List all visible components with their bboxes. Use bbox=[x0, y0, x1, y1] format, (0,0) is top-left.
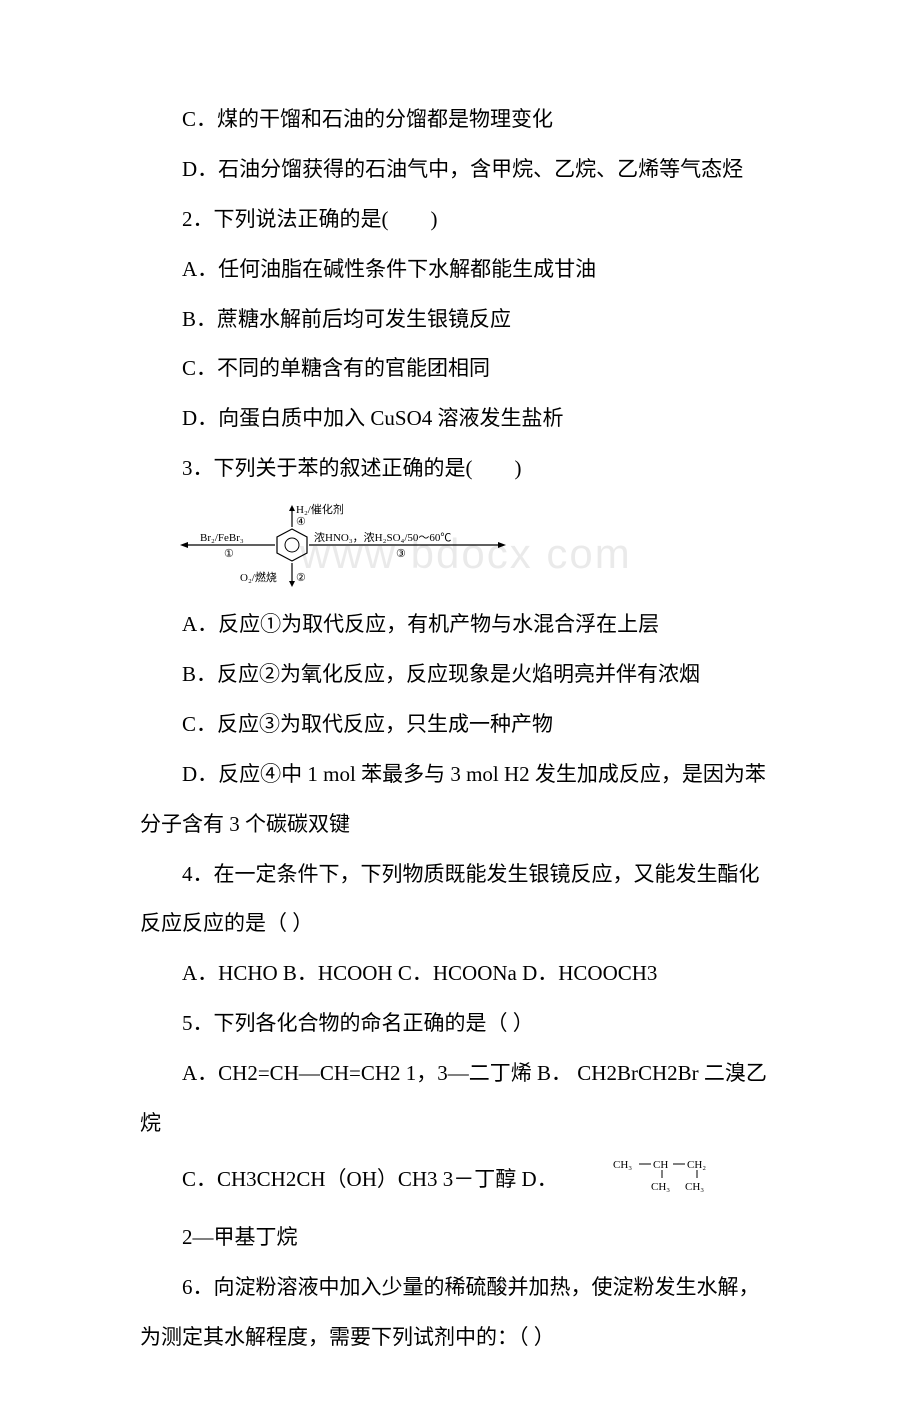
q2-option-c: C．不同的单糖含有的官能团相同 bbox=[140, 349, 800, 389]
q5-options-ab-part2: 烷 bbox=[140, 1104, 800, 1144]
formula-line1-left: CH₃ bbox=[613, 1159, 632, 1171]
benzene-reaction-diagram: H₂/催化剂 ④ Br₂/FeBr₃ ① 浓HNO₃，浓H₂SO₄/50～60℃… bbox=[172, 499, 800, 591]
q4-options: A．HCHO B．HCOOH C．HCOONa D．HCOOCH3 bbox=[140, 954, 800, 994]
structural-formula-d: CH₃ CH CH₂ CH₃ CH₃ bbox=[569, 1154, 721, 1208]
diagram-top-label: H₂/催化剂 bbox=[296, 502, 344, 516]
diagram-right-num: ③ bbox=[396, 548, 406, 560]
q5-stem: 5．下列各化合物的命名正确的是（ ） bbox=[140, 1004, 800, 1044]
diagram-left-num: ① bbox=[224, 548, 234, 560]
q3-option-d-part1: D．反应④中 1 mol 苯最多与 3 mol H2 发生加成反应，是因为苯 bbox=[140, 755, 800, 795]
q5-option-cd: C．CH3CH2CH（OH）CH3 3－丁醇 D． CH₃ CH CH₂ CH₃… bbox=[140, 1154, 800, 1208]
q2-option-b: B．蔗糖水解前后均可发生银镜反应 bbox=[140, 300, 800, 340]
diagram-bottom-num: ② bbox=[296, 572, 306, 584]
q3-option-a: A．反应①为取代反应，有机产物与水混合浮在上层 bbox=[140, 605, 800, 645]
q3-option-b: B．反应②为氧化反应，反应现象是火焰明亮并伴有浓烟 bbox=[140, 655, 800, 695]
q5-options-ab-part1: A．CH2=CH—CH=CH2 1，3—二丁烯 B． CH2BrCH2Br 二溴… bbox=[140, 1054, 800, 1094]
q5-option-d-name: 2—甲基丁烷 bbox=[140, 1218, 800, 1258]
diagram-bottom-label: O₂/燃烧 bbox=[240, 570, 277, 584]
q6-stem-part2: 为测定其水解程度，需要下列试剂中的：（ ） bbox=[140, 1318, 800, 1358]
document-page: C．煤的干馏和石油的分馏都是物理变化 D．石油分馏获得的石油气中，含甲烷、乙烷、… bbox=[0, 0, 920, 1427]
q4-stem-part2: 反应反应的是（ ） bbox=[140, 904, 800, 944]
option-c-line: C．煤的干馏和石油的分馏都是物理变化 bbox=[140, 100, 800, 140]
q4-stem-part1: 4．在一定条件下，下列物质既能发生银镜反应，又能发生酯化 bbox=[140, 855, 800, 895]
q5-option-c-text: C．CH3CH2CH（OH）CH3 3－丁醇 D． bbox=[182, 1167, 558, 1191]
formula-line1-right: CH₂ bbox=[687, 1159, 706, 1171]
q3-option-c: C．反应③为取代反应，只生成一种产物 bbox=[140, 705, 800, 745]
formula-line1-mid: CH bbox=[653, 1159, 668, 1171]
q2-stem: 2．下列说法正确的是( ) bbox=[140, 200, 800, 240]
diagram-left-label: Br₂/FeBr₃ bbox=[200, 532, 244, 544]
q3-stem: 3．下列关于苯的叙述正确的是( ) bbox=[140, 449, 800, 489]
diagram-top-num: ④ bbox=[296, 516, 306, 528]
q3-option-d-part2: 分子含有 3 个碳碳双键 bbox=[140, 805, 800, 845]
diagram-right-label: 浓HNO₃，浓H₂SO₄/50～60℃ bbox=[314, 531, 451, 544]
q2-option-d: D．向蛋白质中加入 CuSO4 溶液发生盐析 bbox=[140, 399, 800, 439]
formula-line2-left: CH₃ bbox=[651, 1181, 670, 1193]
benzene-ring-icon bbox=[277, 529, 307, 561]
formula-line2-right: CH₃ bbox=[685, 1181, 704, 1193]
option-d-line: D．石油分馏获得的石油气中，含甲烷、乙烷、乙烯等气态烃 bbox=[140, 150, 800, 190]
q2-option-a: A．任何油脂在碱性条件下水解都能生成甘油 bbox=[140, 250, 800, 290]
